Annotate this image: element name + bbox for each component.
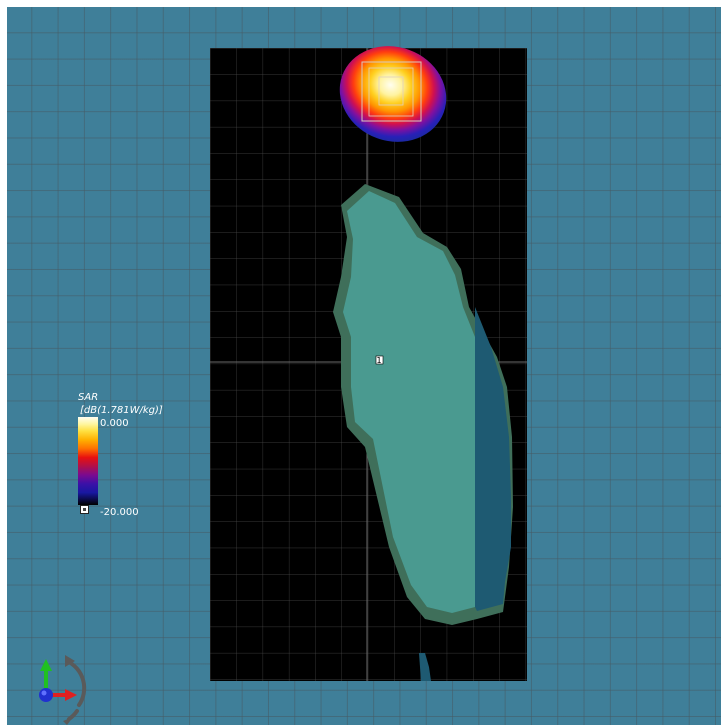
phantom-liquid: [343, 191, 475, 613]
3d-viewport[interactable]: 1 SAR [dB(1.781W/kg)] 0.000 -20.000: [7, 7, 721, 725]
legend-unit: [dB(1.781W/kg)]: [80, 405, 163, 416]
hotspot-marker: 1: [377, 356, 382, 365]
rotate-arrows-icon[interactable]: [65, 659, 87, 721]
orientation-axes-widget[interactable]: [31, 647, 101, 725]
legend-toggle-icon[interactable]: [80, 505, 89, 514]
legend-min-label: -20.000: [100, 507, 139, 518]
sar-hotspot: [339, 46, 447, 142]
legend-max-label: 0.000: [100, 418, 129, 429]
legend-title: SAR: [78, 392, 99, 403]
legend-colorbar: [78, 417, 98, 505]
sar-scene[interactable]: 1: [7, 7, 721, 725]
z-axis-icon: [39, 688, 53, 702]
phantom-shade: [475, 307, 511, 611]
